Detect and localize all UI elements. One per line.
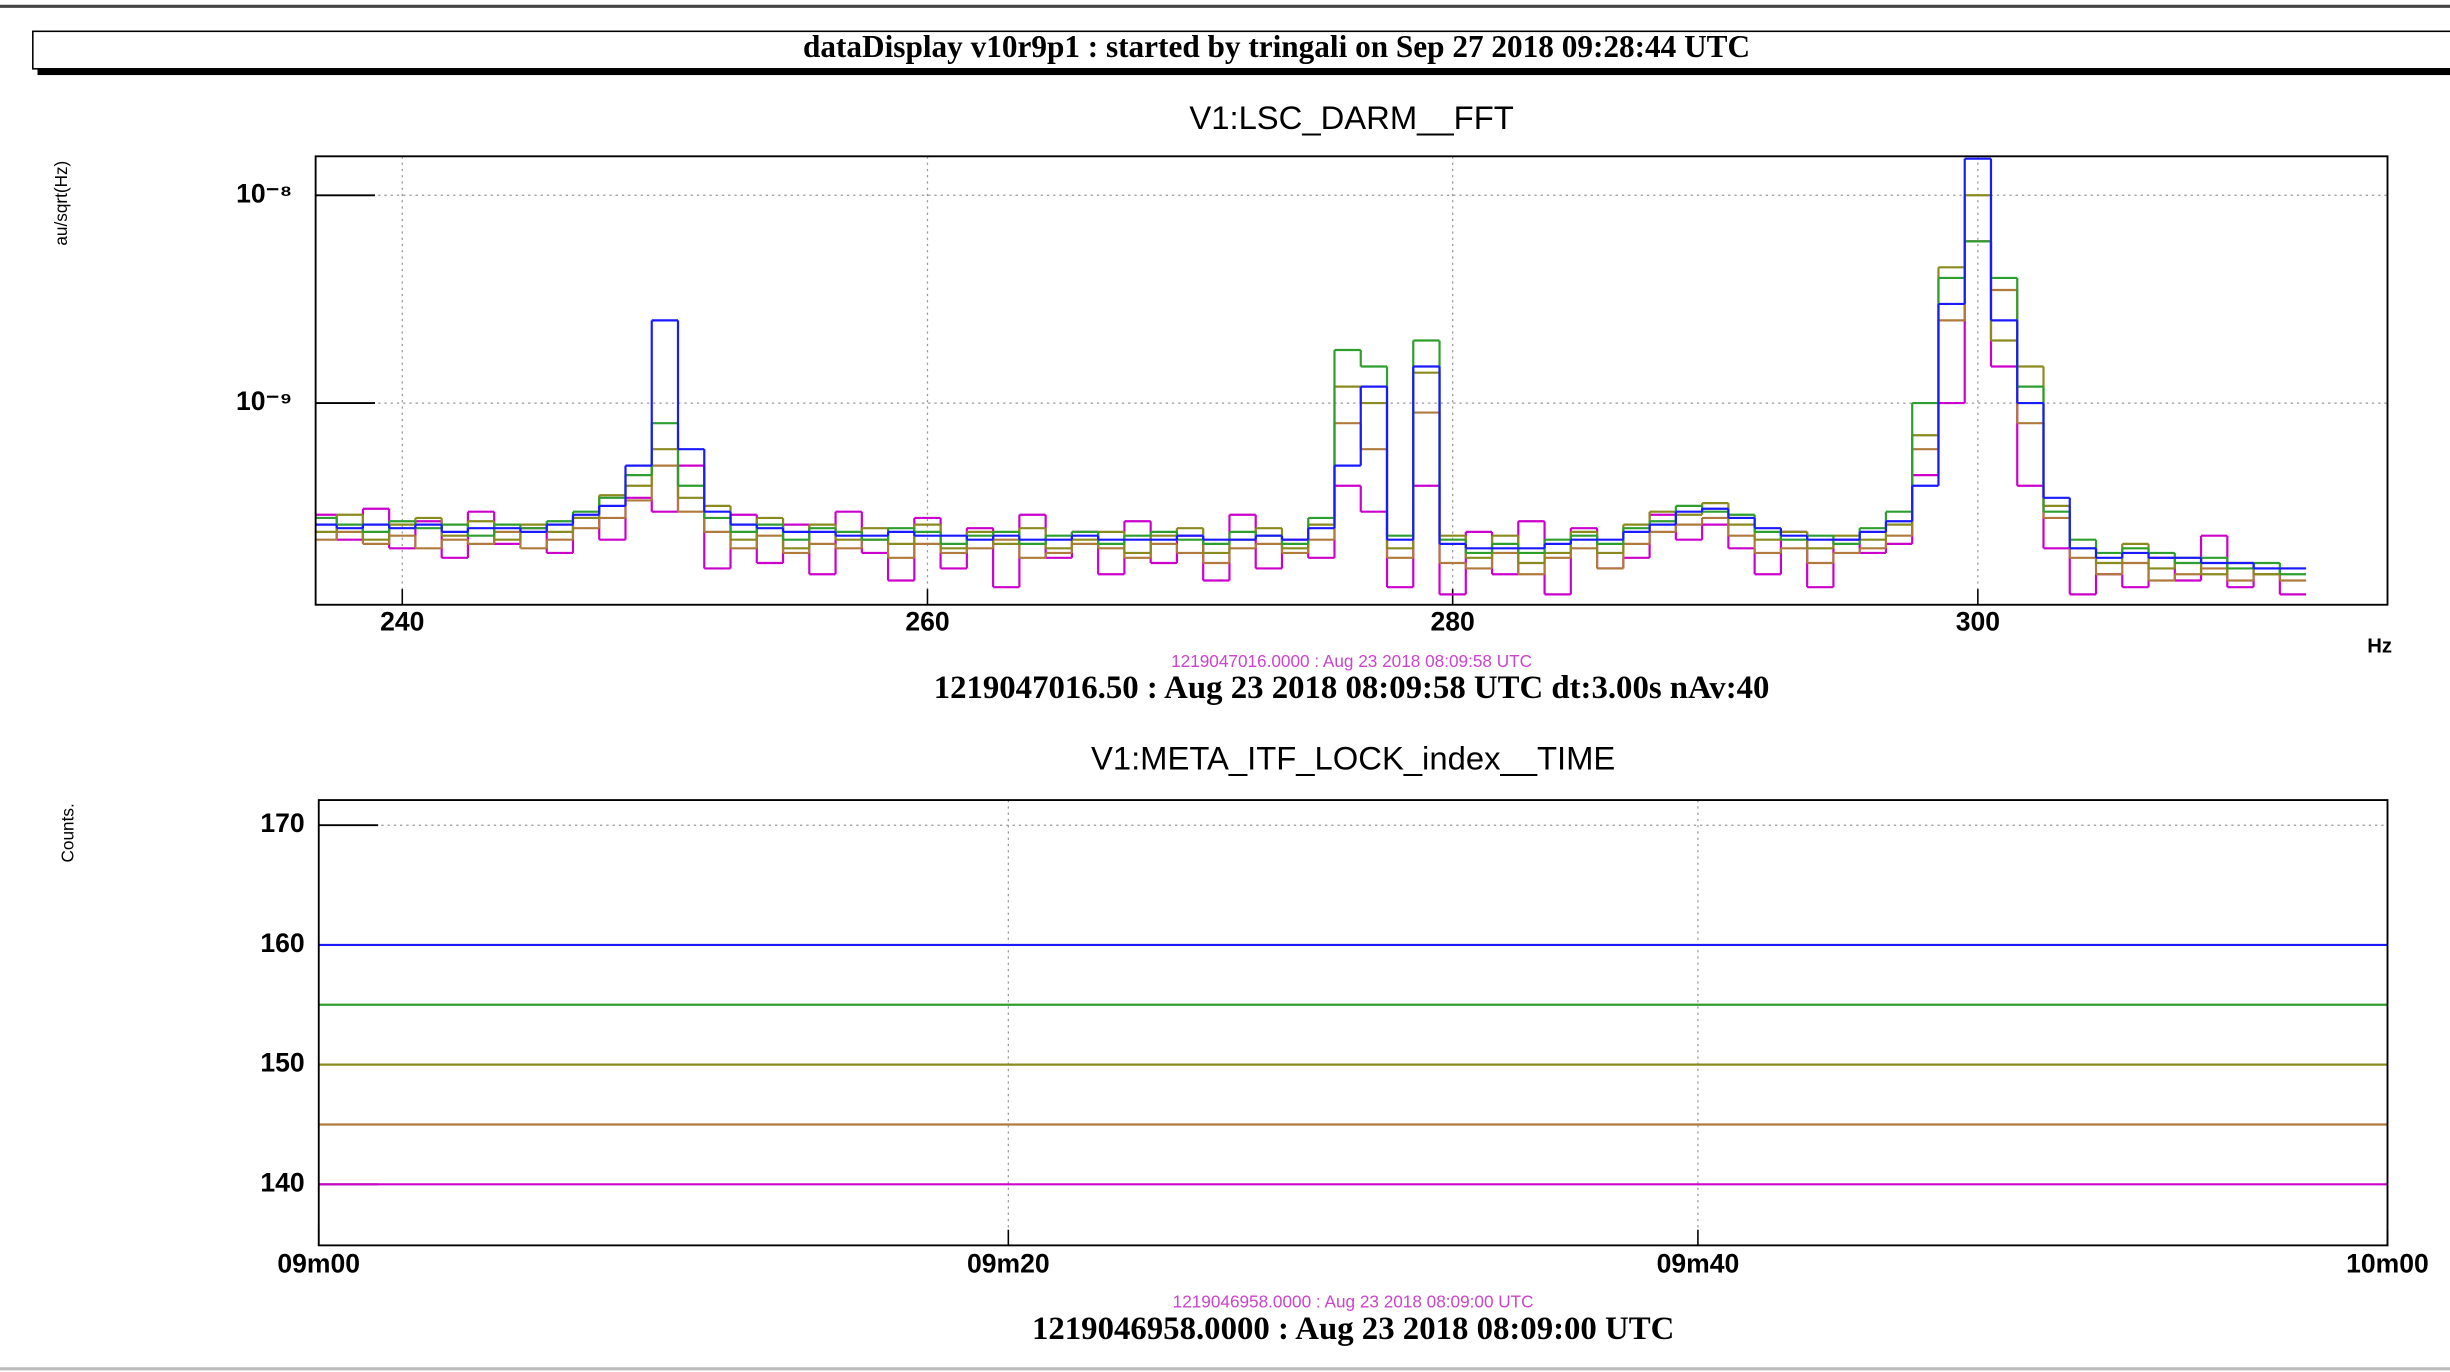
annotation: 1219046958.0000 : Aug 23 2018 08:09:00 U… <box>1032 1311 1674 1347</box>
chart-title: V1:META_ITF_LOCK_index__TIME <box>1091 740 1615 777</box>
step-riser <box>335 158 2255 569</box>
plot-area <box>315 157 2307 596</box>
header-title: dataDisplay v10r9p1 : started by tringal… <box>803 29 1750 64</box>
plot-frame <box>314 155 2389 606</box>
x-tick-label: 280 <box>1431 607 1475 637</box>
x-tick-label: 09m40 <box>1657 1249 1740 1279</box>
annotation: 1219047016.50 : Aug 23 2018 08:09:58 UTC… <box>934 670 1770 706</box>
header-box <box>32 30 2450 70</box>
x-tick-label: 09m20 <box>967 1249 1050 1279</box>
annotation-small: 1219046958.0000 : Aug 23 2018 08:09:00 U… <box>1173 1292 1534 1312</box>
x-tick-label: 300 <box>1956 607 2000 637</box>
y-tick-label: 10⁻⁸ <box>236 178 292 208</box>
annotation-small: 1219047016.0000 : Aug 23 2018 08:09:58 U… <box>1171 651 1532 671</box>
x-tick-label: 10m00 <box>2346 1249 2429 1279</box>
y-tick-label: 170 <box>260 808 304 838</box>
y-axis-label: Counts. <box>57 803 77 862</box>
chart-title: V1:LSC_DARM__FFT <box>1189 99 1513 136</box>
x-tick-label: 240 <box>380 607 424 637</box>
y-tick-label: 150 <box>260 1048 304 1078</box>
y-axis-label: au/sqrt(Hz) <box>51 161 71 246</box>
x-tick-label: 09m00 <box>277 1249 360 1279</box>
step-riser <box>335 241 2281 575</box>
plot-frame <box>317 799 2389 1247</box>
x-tick-label: 260 <box>905 607 949 637</box>
y-tick-label: 10⁻⁹ <box>236 386 292 416</box>
y-tick-label: 140 <box>260 1167 304 1197</box>
y-tick-label: 160 <box>260 928 304 958</box>
x-axis-label: Hz <box>2367 635 2392 657</box>
plot-area <box>318 943 2388 1186</box>
